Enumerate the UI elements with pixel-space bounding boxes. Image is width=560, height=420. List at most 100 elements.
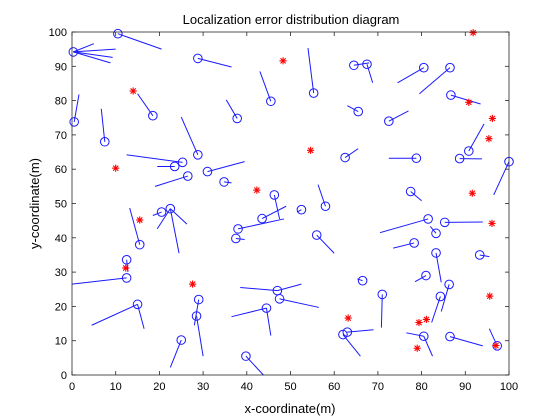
anchor-marker — [279, 57, 287, 65]
anchor-marker — [415, 318, 423, 327]
error-vector-line — [129, 207, 141, 245]
error-vector-line — [259, 71, 272, 102]
x-axis: 0 10 20 30 40 50 60 70 80 90 100 — [69, 32, 518, 393]
error-vector-line — [347, 105, 359, 113]
estimated-position-marker — [176, 335, 187, 345]
y-tick-label: 30 — [55, 267, 67, 279]
estimated-position-marker — [177, 157, 188, 168]
error-vector-line — [366, 64, 374, 83]
error-vector-line — [397, 67, 425, 84]
y-axis: 0 10 20 30 40 50 60 70 80 90 100 — [49, 27, 509, 382]
error-vector-line — [410, 191, 422, 202]
estimated-position-marker — [454, 153, 465, 164]
anchor-marker — [469, 29, 477, 37]
estimated-position-marker — [269, 190, 280, 200]
x-tick-label: 70 — [372, 381, 384, 393]
estimated-position-marker — [439, 217, 450, 228]
error-vector-line — [73, 51, 111, 64]
error-vector-line — [169, 208, 180, 254]
error-vector-line — [197, 57, 232, 68]
anchor-point-group — [112, 29, 500, 352]
y-tick-label: 60 — [55, 164, 67, 176]
error-vector-line — [379, 218, 429, 234]
error-vector-line — [73, 51, 113, 58]
anchor-marker — [129, 87, 137, 95]
anchor-marker — [465, 98, 473, 106]
estimated-position-marker — [377, 289, 388, 300]
estimated-position-marker — [121, 273, 132, 283]
error-vector-line — [100, 108, 106, 142]
estimated-position-marker — [421, 270, 431, 281]
x-tick-label: 0 — [69, 381, 75, 393]
anchor-marker — [492, 341, 500, 350]
x-tick-label: 50 — [284, 381, 296, 393]
estimated-position-marker — [311, 230, 322, 240]
y-tick-label: 40 — [55, 233, 67, 245]
estimated-position-marker — [193, 149, 203, 160]
y-tick-label: 10 — [55, 336, 67, 348]
anchor-marker — [307, 146, 315, 154]
estimated-position-marker — [233, 224, 243, 234]
error-vector-line — [450, 94, 481, 105]
chart-title: Localization error distribution diagram — [183, 12, 400, 27]
error-vector-line — [169, 208, 188, 225]
estimated-position-marker — [445, 331, 455, 342]
estimated-position-marker — [463, 146, 474, 156]
estimated-position-marker — [193, 53, 203, 64]
y-tick-label: 0 — [61, 370, 67, 382]
estimated-position-marker — [353, 106, 364, 117]
estimated-position-marker — [266, 96, 276, 107]
estimated-position-marker — [320, 201, 331, 212]
error-vector-line — [406, 332, 424, 337]
error-vector-line — [279, 298, 320, 308]
anchor-marker — [122, 264, 130, 272]
error-vector-line — [353, 62, 370, 66]
estimated-position-marker — [423, 214, 433, 224]
error-vector-line — [225, 99, 238, 119]
estimated-position-marker — [431, 228, 441, 239]
y-tick-label: 20 — [55, 301, 67, 313]
estimated-position-marker — [349, 60, 359, 71]
y-tick-label: 90 — [55, 61, 67, 73]
error-vector-line — [126, 154, 183, 163]
error-vector-line — [240, 287, 278, 292]
estimated-position-marker — [232, 113, 242, 124]
anchor-marker — [488, 219, 496, 227]
anchor-marker — [422, 315, 431, 324]
error-vector-line — [91, 303, 138, 326]
estimated-position-marker — [113, 28, 123, 39]
y-tick-label: 80 — [55, 96, 67, 108]
x-axis-label: x-coordinate(m) — [244, 401, 335, 416]
error-vector-line — [137, 304, 145, 329]
error-vector-line — [207, 161, 245, 173]
y-axis-label: y-coordinate(m) — [27, 158, 42, 249]
error-vector-line — [73, 48, 116, 53]
error-vector-line — [154, 175, 188, 187]
estimated-position-marker — [308, 88, 319, 98]
estimated-position-marker — [219, 177, 229, 187]
estimated-position-marker — [231, 233, 241, 244]
x-tick-label: 90 — [459, 381, 471, 393]
anchor-marker — [344, 314, 352, 322]
x-tick-label: 20 — [153, 381, 165, 393]
estimated-position-marker — [148, 110, 158, 121]
error-vector-line — [393, 242, 415, 249]
error-vector-line — [419, 67, 451, 95]
x-tick-label: 10 — [110, 381, 122, 393]
estimated-position-marker — [446, 90, 456, 100]
anchor-marker — [253, 186, 261, 194]
estimated-position-marker — [132, 299, 143, 310]
plot-area — [68, 28, 514, 376]
estimated-position-marker — [405, 186, 416, 197]
error-vector-line — [224, 181, 232, 184]
anchor-marker — [413, 344, 421, 352]
error-vector-line — [493, 161, 510, 196]
anchor-marker — [468, 189, 476, 197]
error-vector-line — [423, 336, 433, 357]
estimated-position-marker — [183, 171, 193, 181]
error-vector-line — [468, 123, 485, 152]
y-tick-label: 50 — [55, 199, 67, 211]
error-vector-line — [307, 48, 315, 94]
estimated-position-marker — [121, 254, 132, 265]
